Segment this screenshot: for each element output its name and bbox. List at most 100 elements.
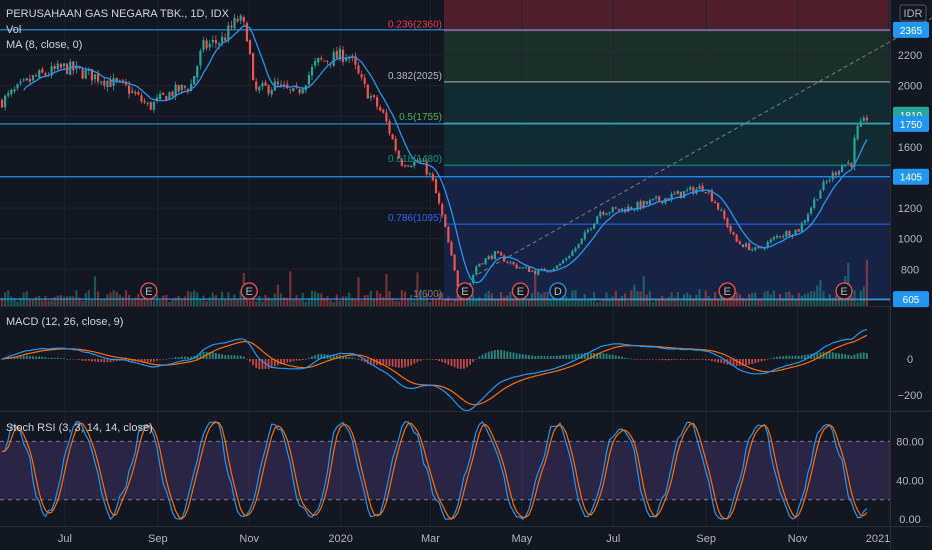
volume-bar [400,290,403,306]
candle-body [35,75,38,77]
volume-bar [624,293,627,306]
macd-histogram-bar [298,358,301,361]
volume-bar [298,299,301,306]
macd-histogram-bar [289,358,292,363]
volume-bar [372,298,376,306]
candle-body [586,229,589,232]
macd-histogram-bar [497,349,499,359]
candle-body [785,231,788,237]
candle-body [224,37,227,41]
volume-bar [785,292,788,306]
volume-bar [633,284,636,306]
candle-body [314,61,317,66]
volume-bar [155,294,159,306]
volume-bar [236,298,239,306]
candle-body [69,61,72,75]
volume-bar [81,300,84,306]
macd-histogram-bar [208,352,211,359]
macd-histogram-bar [32,356,34,359]
candle-body [106,80,109,88]
volume-bar [62,296,66,306]
volume-bar [13,297,16,306]
macd-histogram-bar [500,349,502,359]
macd-histogram-bar [472,358,475,363]
candle-body [856,125,859,139]
candle-body [630,207,633,210]
event-badge[interactable] [718,282,736,300]
price-axis-tick: 1600 [898,142,922,154]
candle-body [115,78,118,81]
volume-bar [310,290,314,306]
macd-histogram-bar [60,358,62,359]
earnings-marker[interactable]: E [835,282,853,300]
volume-bar [38,295,41,306]
trend-line[interactable] [477,17,932,275]
volume-bar [140,299,143,306]
macd-histogram-bar [568,354,571,359]
volume-bar [422,296,425,306]
volume-bar [589,297,593,306]
macd-histogram-bar [512,352,515,359]
event-badge[interactable] [140,282,158,300]
volume-bar [199,299,202,306]
candle-body [295,86,298,88]
volume-bar [134,297,137,306]
candle-body [360,74,363,78]
candle-body [806,214,810,222]
candle-body [292,87,295,91]
volume-bar [645,294,648,306]
volume-bar [391,298,394,306]
candle-body [379,106,382,111]
earnings-marker[interactable]: E [140,282,158,300]
candle-body [642,200,645,208]
candle-body [524,267,527,269]
volume-bar [217,300,221,306]
volume-bar [754,292,757,306]
candle-body [25,78,28,81]
macd-histogram-bar [177,357,180,359]
macd-histogram-bar [525,354,527,359]
candle-body [837,170,841,175]
candle-body [131,90,134,93]
candle-body [593,223,596,229]
macd-histogram-bar [382,358,385,366]
time-axis[interactable]: Jul Sep Nov 2020 Mar May Jul Sep Nov 2021 [58,533,890,545]
volume-bar [180,299,183,306]
event-badge[interactable] [549,282,567,300]
macd-histogram-bar [503,350,506,359]
candle-body [537,270,540,275]
event-badge[interactable] [456,282,474,300]
fib-zones-layer [443,0,890,300]
earnings-marker[interactable]: E [718,282,736,300]
macd-histogram-bar [847,354,850,359]
volume-bar [286,297,289,306]
candle-body [779,236,782,238]
candle-body [84,70,87,79]
macd-histogram-bar [156,358,158,361]
macd-histogram-bar [91,358,93,362]
earnings-marker[interactable]: E [456,282,474,300]
event-badge[interactable] [240,282,258,300]
macd-histogram-bar [466,358,468,368]
volume-bar [22,292,25,306]
earnings-marker[interactable]: E [240,282,258,300]
candle-body [831,172,834,180]
currency-badge[interactable] [899,4,927,22]
fib-zone [443,123,890,166]
price-axis[interactable]: 220020001800160012001000800 [898,50,922,276]
volume-bar [667,297,670,306]
volume-bar [503,297,506,306]
event-badge[interactable] [511,282,530,300]
candle-body [775,235,779,238]
dividend-marker[interactable]: D [549,282,567,300]
event-badge[interactable] [835,282,853,300]
macd-histogram-bar [366,358,369,364]
volume-bar [270,298,273,306]
earnings-marker[interactable]: E [511,282,530,300]
candle-body [822,181,825,190]
macd-histogram-bar [515,353,518,359]
volume-bar [103,299,106,306]
candle-body [735,234,738,242]
